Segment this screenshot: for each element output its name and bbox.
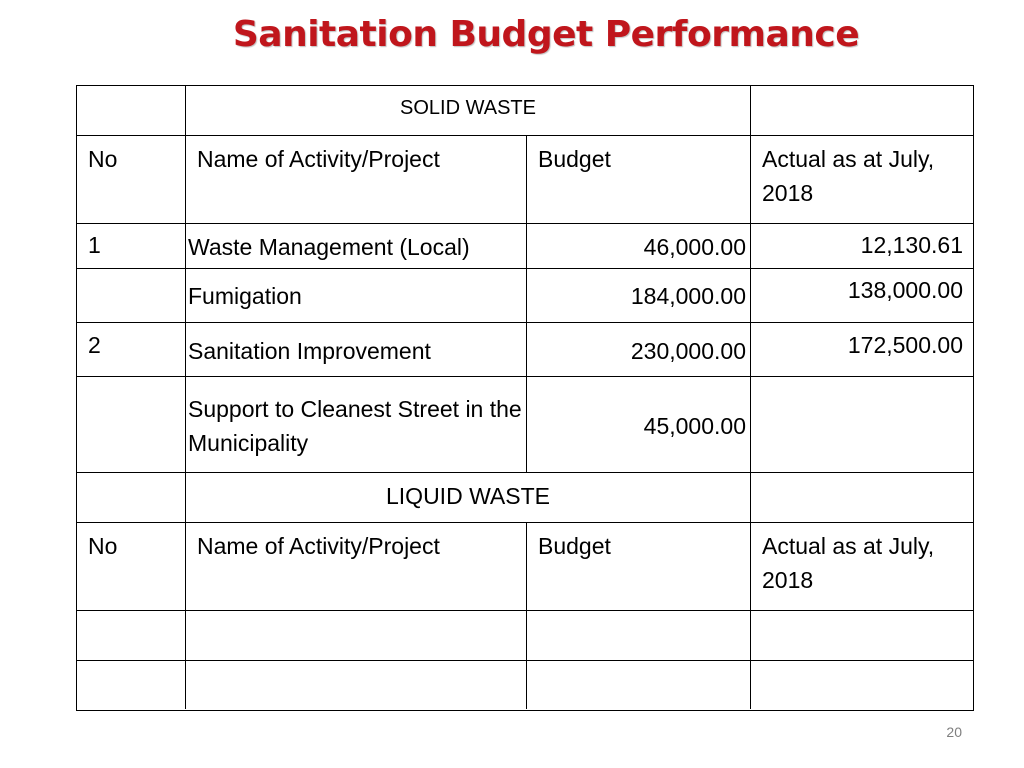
row-activity: Sanitation Improvement xyxy=(186,323,527,376)
section-row-solid-waste: SOLID WASTE xyxy=(77,86,973,136)
header-budget: Budget xyxy=(527,136,751,223)
row-no xyxy=(77,269,186,322)
row-actual: 138,000.00 xyxy=(847,277,963,303)
empty-cell xyxy=(751,86,973,135)
empty-cell xyxy=(186,661,527,709)
row-no: 1 xyxy=(77,224,186,268)
table-row xyxy=(77,661,973,709)
header-no: No xyxy=(77,523,186,610)
page-title: Sanitation Budget Performance xyxy=(232,14,860,55)
empty-cell xyxy=(77,661,186,709)
empty-cell xyxy=(751,473,973,522)
row-actual: 172,500.00 xyxy=(847,332,963,358)
header-actual: Actual as at July, 2018 xyxy=(762,533,935,593)
section-label-liquid-waste: LIQUID WASTE xyxy=(186,473,751,522)
empty-cell xyxy=(751,611,973,660)
header-no: No xyxy=(77,136,186,223)
row-budget: 46,000.00 xyxy=(527,224,751,268)
empty-cell xyxy=(77,86,186,135)
row-no xyxy=(77,377,186,472)
empty-cell xyxy=(77,473,186,522)
row-budget: 45,000.00 xyxy=(527,377,751,472)
table-row: 2 Sanitation Improvement 230,000.00 172,… xyxy=(77,323,973,377)
table-row: Fumigation 184,000.00 138,000.00 xyxy=(77,269,973,323)
empty-cell xyxy=(527,661,751,709)
header-activity: Name of Activity/Project xyxy=(186,136,527,223)
header-row-solid-waste: No Name of Activity/Project Budget Actua… xyxy=(77,136,973,224)
empty-cell xyxy=(751,661,973,709)
empty-cell xyxy=(77,611,186,660)
section-label-solid-waste: SOLID WASTE xyxy=(186,86,751,135)
budget-table: SOLID WASTE No Name of Activity/Project … xyxy=(76,85,974,711)
row-no: 2 xyxy=(77,323,186,376)
row-actual xyxy=(751,377,973,472)
row-activity: Fumigation xyxy=(186,269,527,322)
row-budget: 230,000.00 xyxy=(527,323,751,376)
empty-cell xyxy=(527,611,751,660)
row-activity: Waste Management (Local) xyxy=(186,224,527,268)
header-budget: Budget xyxy=(527,523,751,610)
section-row-liquid-waste: LIQUID WASTE xyxy=(77,473,973,523)
header-actual: Actual as at July, 2018 xyxy=(762,146,935,206)
table-row: 1 Waste Management (Local) 46,000.00 12,… xyxy=(77,224,973,269)
page-number: 20 xyxy=(946,724,962,740)
empty-cell xyxy=(186,611,527,660)
row-budget: 184,000.00 xyxy=(527,269,751,322)
table-row xyxy=(77,611,973,661)
row-actual: 12,130.61 xyxy=(860,232,963,258)
table-row: Support to Cleanest Street in the Munici… xyxy=(77,377,973,473)
header-activity: Name of Activity/Project xyxy=(186,523,527,610)
header-row-liquid-waste: No Name of Activity/Project Budget Actua… xyxy=(77,523,973,611)
row-activity: Support to Cleanest Street in the Munici… xyxy=(186,377,527,472)
